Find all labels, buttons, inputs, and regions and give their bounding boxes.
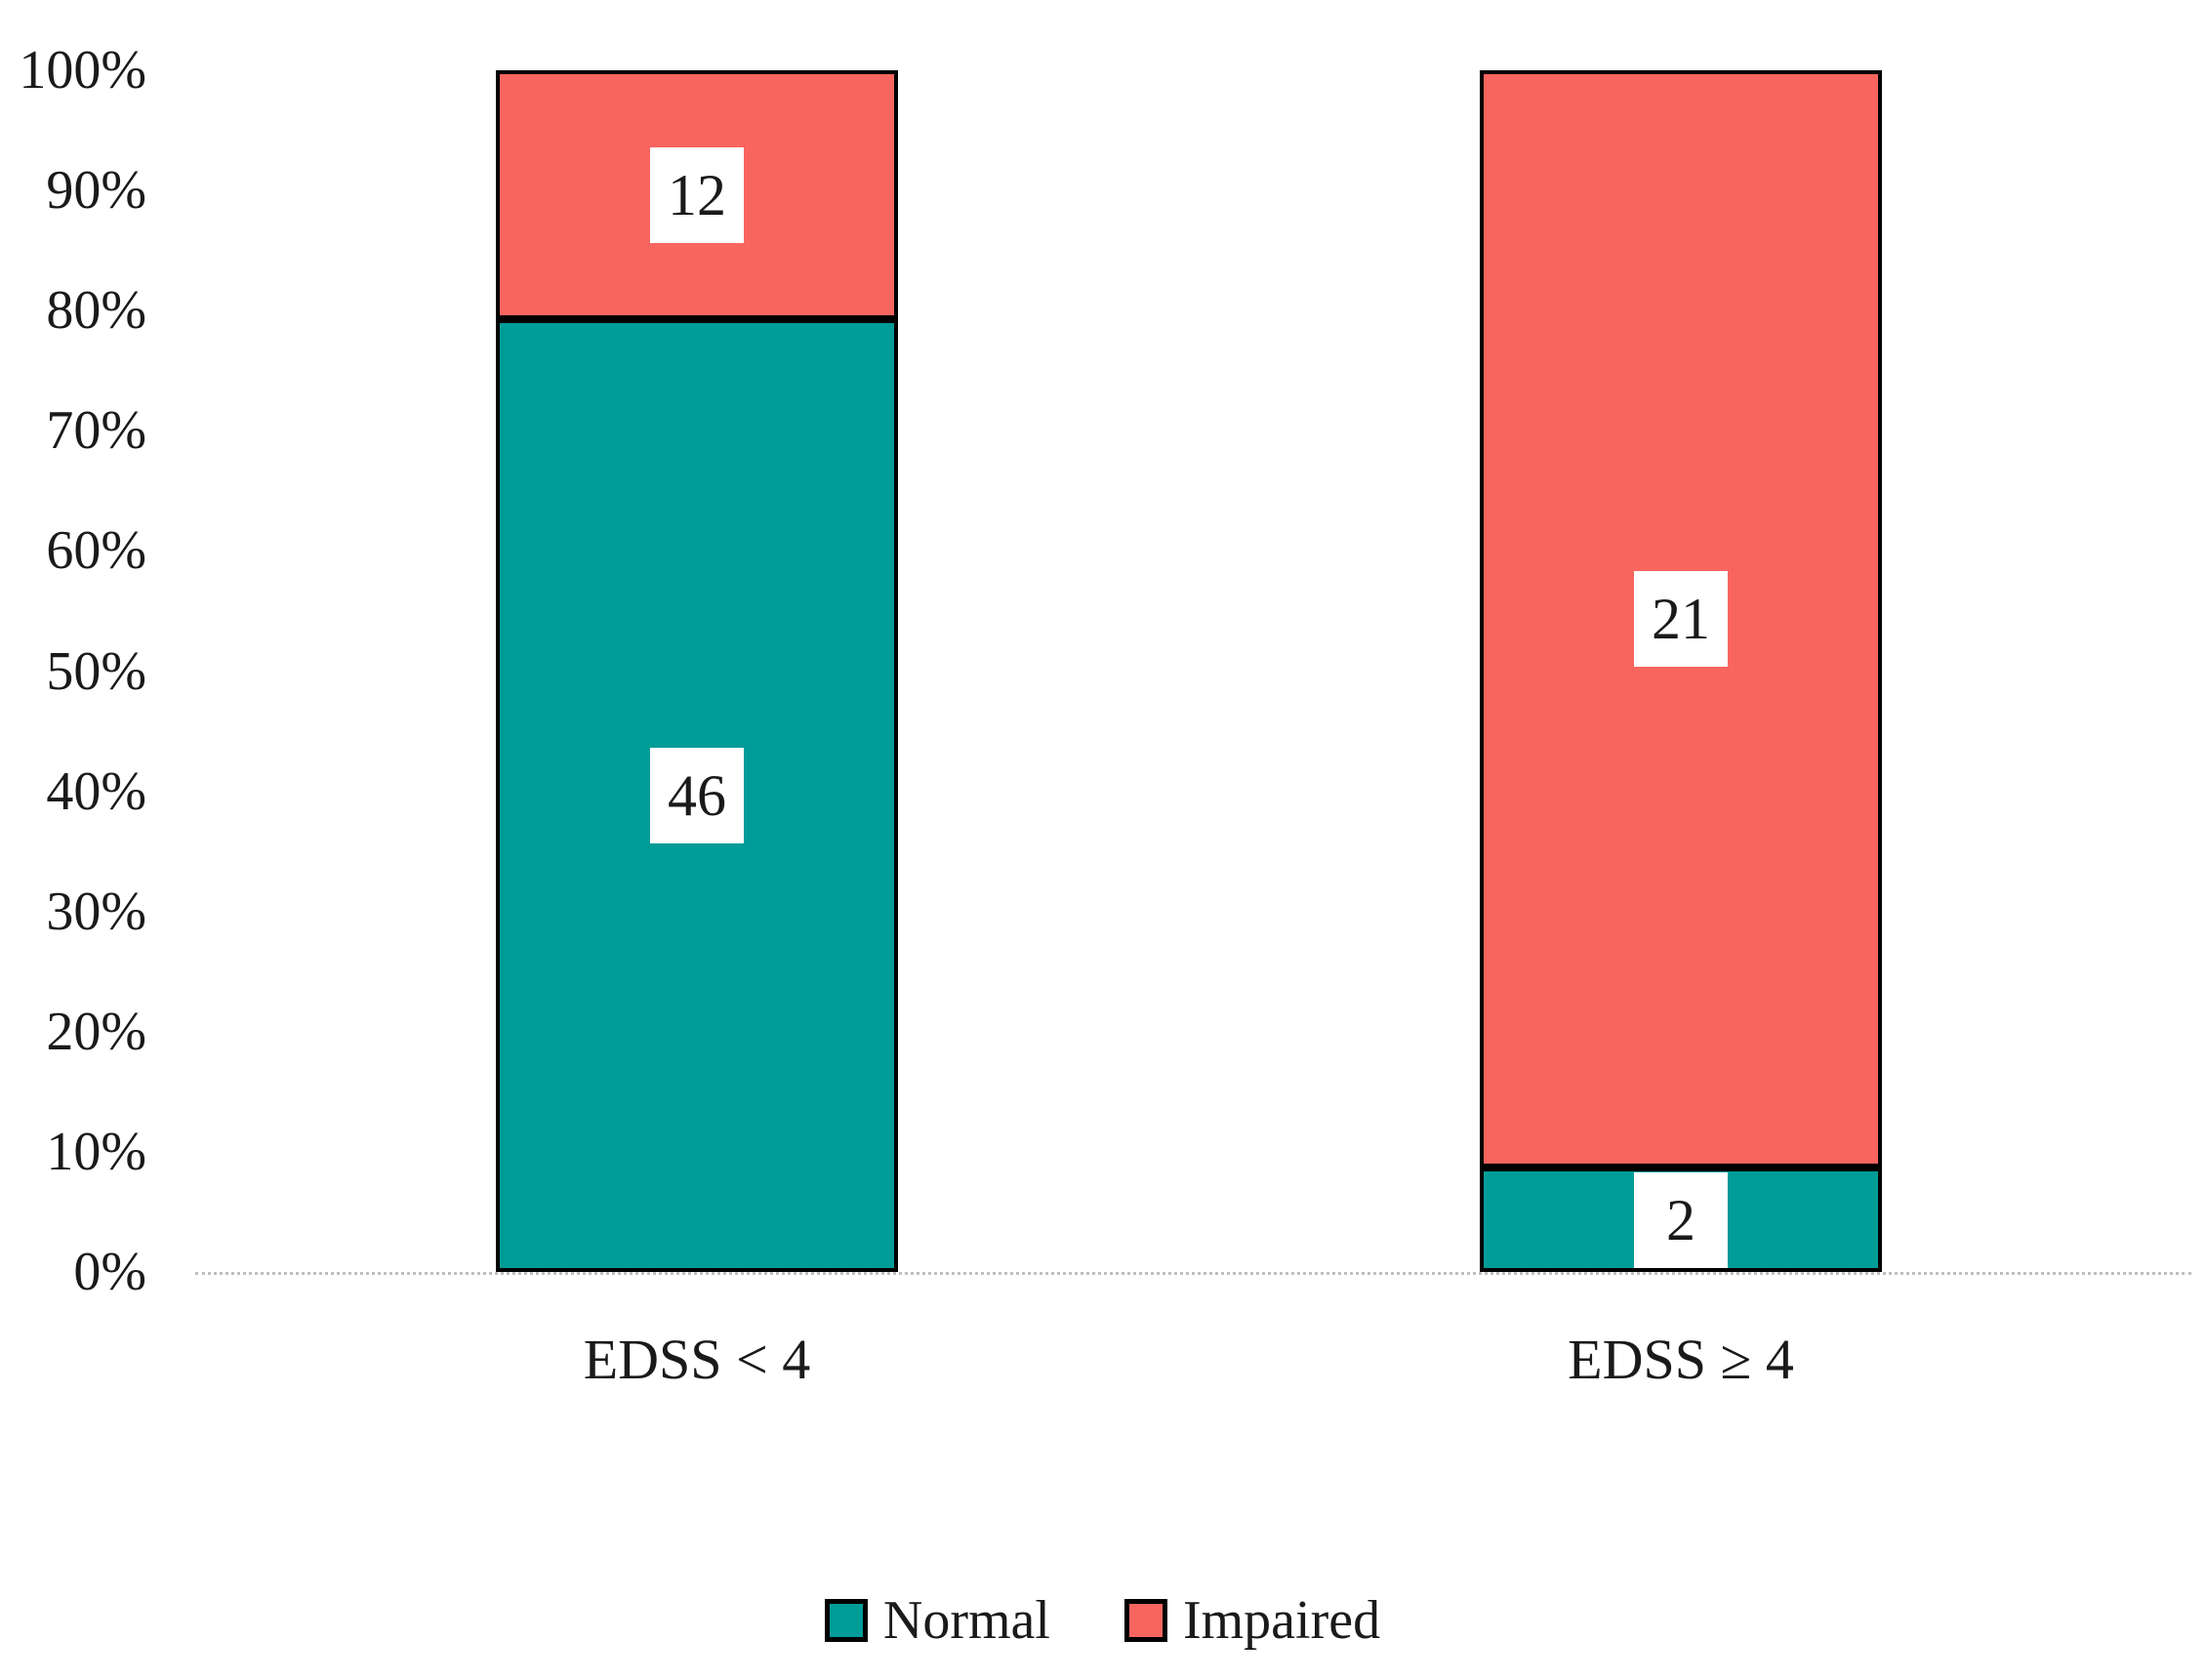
legend-item-impaired: Impaired xyxy=(1123,1589,1381,1652)
data-label: 21 xyxy=(1634,571,1728,667)
y-axis-tick-label: 100% xyxy=(19,40,146,101)
y-axis-tick-label: 70% xyxy=(46,400,146,462)
data-label: 46 xyxy=(650,748,744,843)
y-axis-tick-label: 40% xyxy=(46,760,146,822)
legend-swatch-impaired-icon xyxy=(1123,1599,1167,1642)
y-axis-tick-label: 80% xyxy=(46,280,146,342)
x-axis-category-label: EDSS < 4 xyxy=(583,1328,811,1391)
data-label-value: 46 xyxy=(668,762,726,828)
data-label: 12 xyxy=(650,147,744,243)
data-label-value: 21 xyxy=(1652,586,1710,651)
x-axis-line xyxy=(195,1272,2191,1275)
legend-swatch-normal-icon xyxy=(824,1599,868,1642)
y-axis-tick-label: 20% xyxy=(46,1001,146,1062)
y-axis-tick-label: 10% xyxy=(46,1121,146,1182)
legend-label-normal: Normal xyxy=(882,1590,1050,1651)
y-axis-tick-label: 30% xyxy=(46,881,146,942)
legend-item-normal: Normal xyxy=(824,1589,1050,1652)
y-axis-tick-label: 60% xyxy=(46,520,146,582)
y-axis-tick-label: 50% xyxy=(46,640,146,702)
x-axis-category-label: EDSS ≥ 4 xyxy=(1568,1328,1794,1391)
data-label: 2 xyxy=(1634,1172,1728,1268)
data-label-value: 12 xyxy=(668,162,726,227)
legend: Normal Impaired xyxy=(0,1589,2205,1652)
y-axis-tick-label: 0% xyxy=(73,1242,146,1302)
legend-label-impaired: Impaired xyxy=(1182,1590,1381,1651)
data-label-value: 2 xyxy=(1666,1187,1695,1252)
y-axis-tick-label: 90% xyxy=(46,160,146,222)
